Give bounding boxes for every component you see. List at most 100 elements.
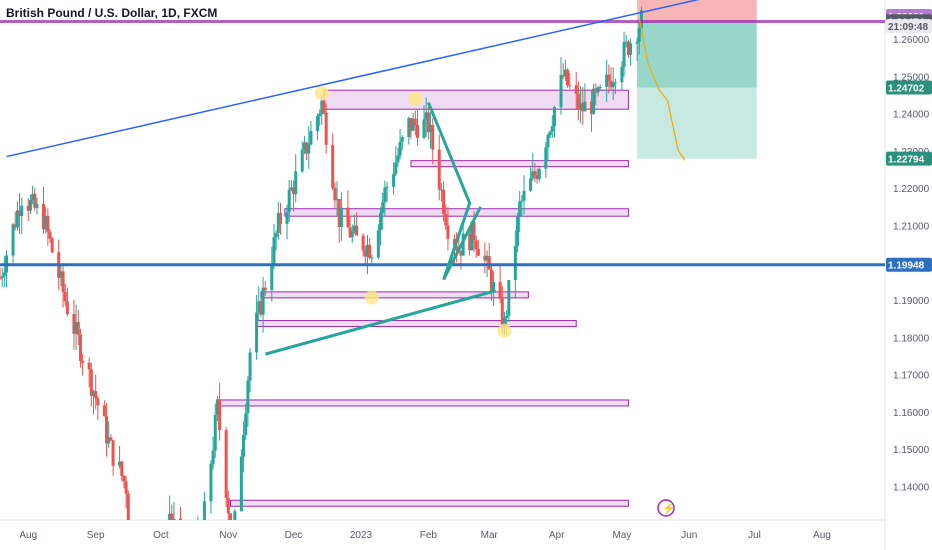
candle-body	[350, 231, 354, 238]
candle-body	[172, 518, 176, 520]
supply-demand-zone	[219, 399, 629, 407]
candle-body	[13, 224, 17, 228]
candle-body	[413, 118, 417, 125]
candle-body	[579, 103, 583, 110]
candle-body	[28, 200, 32, 211]
candle-body	[0, 277, 2, 279]
candle-body	[409, 117, 413, 131]
y-tick-label: 1.18000	[893, 333, 930, 344]
candle-body	[120, 461, 124, 476]
candle-body	[209, 463, 213, 502]
candle-body	[589, 101, 593, 114]
candle-body	[20, 205, 24, 216]
price-label-text: 1.19948	[888, 261, 925, 272]
candle-body	[452, 238, 456, 246]
candle-body	[531, 171, 535, 179]
candle-body	[76, 321, 80, 335]
candle-body	[476, 249, 480, 256]
candle-body	[568, 85, 572, 87]
candle-body	[422, 119, 426, 138]
y-tick-label: 1.22000	[893, 184, 930, 195]
candle-body	[44, 215, 48, 230]
highlight-marker	[497, 323, 512, 338]
resistance-trendline	[6, 0, 700, 158]
candle-body	[211, 450, 215, 464]
candle-body	[315, 116, 319, 131]
candle-body	[411, 118, 415, 131]
candle-body	[309, 130, 313, 145]
candle-body	[516, 216, 520, 246]
candle-body	[394, 162, 398, 175]
candle-body	[242, 434, 246, 457]
candle-body	[605, 74, 609, 88]
x-tick-label: Jun	[681, 530, 697, 541]
candle-body	[61, 271, 65, 292]
candle-body	[596, 87, 600, 93]
candle-body	[424, 112, 428, 120]
candle-body	[431, 125, 435, 150]
supply-demand-zone	[260, 291, 529, 299]
candle-body	[74, 321, 78, 334]
x-tick-label: Oct	[153, 530, 169, 541]
candle-body	[272, 237, 276, 264]
candle-body	[468, 233, 472, 251]
candle-body	[305, 142, 309, 154]
candle-body	[611, 82, 615, 88]
stop-loss-zone	[637, 0, 757, 22]
candle-body	[224, 430, 228, 499]
candle-body	[294, 171, 298, 195]
candle-body	[337, 199, 341, 227]
candle-body	[548, 131, 552, 136]
candle-body	[592, 88, 596, 114]
candle-body	[233, 511, 237, 520]
candle-body	[257, 301, 261, 313]
supply-demand-zone	[256, 320, 577, 328]
candle-body	[111, 440, 115, 466]
candle-body	[89, 369, 93, 396]
x-tick-label: Apr	[549, 530, 565, 541]
candle-body	[18, 210, 22, 216]
x-tick-label: Nov	[219, 530, 237, 541]
candle-body	[365, 244, 369, 257]
candle-body	[574, 85, 578, 94]
candle-body	[289, 187, 293, 190]
candle-body	[607, 74, 611, 81]
candle-body	[552, 107, 556, 127]
candle-body	[213, 414, 217, 451]
y-tick-label: 1.15000	[893, 445, 930, 456]
candle-body	[439, 189, 443, 191]
candle-body	[320, 100, 324, 114]
candle-body	[444, 214, 448, 226]
x-tick-label: Jul	[748, 530, 761, 541]
candle-body	[383, 187, 387, 203]
candle-body	[629, 43, 633, 55]
candle-body	[507, 280, 511, 316]
y-tick-label: 1.16000	[893, 408, 930, 419]
candle-body	[63, 291, 67, 302]
candle-body	[363, 250, 367, 257]
candle-body	[105, 416, 109, 444]
candle-body	[396, 155, 400, 163]
candle-body	[33, 193, 37, 208]
candle-body	[92, 391, 96, 396]
candle-body	[170, 513, 174, 520]
candle-body	[609, 80, 613, 88]
candle-body	[339, 207, 343, 227]
candle-body	[41, 204, 45, 230]
candle-body	[322, 100, 326, 113]
price-label-text: 21:09:48	[888, 22, 928, 33]
candle-body	[72, 314, 76, 334]
candle-body	[533, 171, 537, 176]
candle-body	[331, 144, 335, 189]
candle-body	[31, 193, 35, 201]
candle-body	[178, 518, 182, 520]
candle-body	[594, 88, 598, 93]
candle-body	[626, 41, 630, 55]
candle-body	[261, 287, 265, 315]
candle-body	[124, 481, 128, 494]
candle-body	[218, 399, 222, 431]
candle-body	[429, 125, 433, 133]
candle-body	[379, 212, 383, 231]
candle-body	[122, 475, 126, 482]
